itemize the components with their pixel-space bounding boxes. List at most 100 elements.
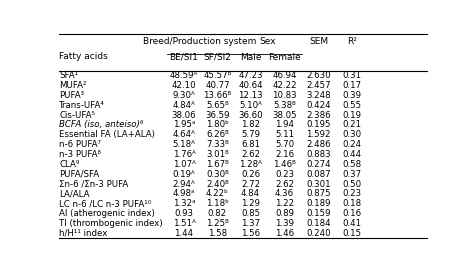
Text: LA/ALA: LA/ALA [59, 189, 90, 199]
Text: 3.248: 3.248 [306, 91, 331, 100]
Text: 1.22: 1.22 [275, 199, 294, 208]
Text: 4.84ᴬ: 4.84ᴬ [173, 101, 195, 110]
Text: 0.37: 0.37 [342, 170, 361, 179]
Text: 0.23: 0.23 [342, 189, 361, 199]
Text: 2.62: 2.62 [241, 150, 260, 159]
Text: SEM: SEM [309, 37, 328, 46]
Text: 0.19ᴬ: 0.19ᴬ [173, 170, 195, 179]
Text: MUFA²: MUFA² [59, 81, 87, 90]
Text: 1.28ᴬ: 1.28ᴬ [239, 160, 262, 169]
Text: 2.16: 2.16 [275, 150, 294, 159]
Text: 0.19: 0.19 [342, 111, 361, 119]
Text: 2.72: 2.72 [241, 180, 260, 189]
Text: 1.67ᴮ: 1.67ᴮ [206, 160, 229, 169]
Text: 1.18ᵇ: 1.18ᵇ [206, 199, 229, 208]
Text: Cis-UFA⁵: Cis-UFA⁵ [59, 111, 95, 119]
Text: 2.386: 2.386 [306, 111, 331, 119]
Text: 4.84: 4.84 [241, 189, 260, 199]
Text: 5.38ᴮ: 5.38ᴮ [273, 101, 296, 110]
Text: 0.21: 0.21 [342, 121, 361, 129]
Text: Sex: Sex [259, 37, 276, 46]
Text: 0.30: 0.30 [342, 130, 361, 139]
Text: 4.22ᵇ: 4.22ᵇ [206, 189, 229, 199]
Text: 36.59: 36.59 [205, 111, 229, 119]
Text: 1.25ᴮ: 1.25ᴮ [206, 219, 229, 228]
Text: Breed/Production system: Breed/Production system [143, 37, 256, 46]
Text: 5.65ᴮ: 5.65ᴮ [206, 101, 229, 110]
Text: 0.195: 0.195 [306, 121, 331, 129]
Text: Female: Female [268, 53, 301, 62]
Text: 5.79: 5.79 [241, 130, 260, 139]
Text: h/H¹¹ index: h/H¹¹ index [59, 229, 108, 238]
Text: 47.23: 47.23 [238, 71, 263, 80]
Text: 0.55: 0.55 [342, 101, 361, 110]
Text: 0.89: 0.89 [275, 209, 294, 218]
Text: PUFA/SFA: PUFA/SFA [59, 170, 100, 179]
Text: 0.18: 0.18 [342, 199, 361, 208]
Text: 12.13: 12.13 [238, 91, 263, 100]
Text: 46.94: 46.94 [273, 71, 297, 80]
Text: 48.59ᴬ: 48.59ᴬ [170, 71, 198, 80]
Text: 1.76ᴬ: 1.76ᴬ [173, 150, 195, 159]
Text: 42.22: 42.22 [272, 81, 297, 90]
Text: 1.44: 1.44 [174, 229, 193, 238]
Text: Male: Male [240, 53, 261, 62]
Text: 1.46: 1.46 [275, 229, 294, 238]
Text: n-3 PUFA⁸: n-3 PUFA⁸ [59, 150, 101, 159]
Text: 4.98ᵃ: 4.98ᵃ [173, 189, 195, 199]
Text: BCFA (iso, anteiso)⁶: BCFA (iso, anteiso)⁶ [59, 121, 144, 129]
Text: 2.94ᴬ: 2.94ᴬ [173, 180, 195, 189]
Text: 1.51ᴬ: 1.51ᴬ [173, 219, 195, 228]
Text: 0.301: 0.301 [306, 180, 331, 189]
Text: 1.39: 1.39 [275, 219, 294, 228]
Text: 0.15: 0.15 [342, 229, 361, 238]
Text: 2.62: 2.62 [275, 180, 294, 189]
Text: 0.30ᴮ: 0.30ᴮ [206, 170, 229, 179]
Text: 1.56: 1.56 [241, 229, 260, 238]
Text: SF/SI2: SF/SI2 [203, 53, 231, 62]
Text: 5.70: 5.70 [275, 140, 294, 149]
Text: 0.26: 0.26 [241, 170, 260, 179]
Text: 36.60: 36.60 [238, 111, 263, 119]
Text: 1.592: 1.592 [306, 130, 331, 139]
Text: 13.66ᴮ: 13.66ᴮ [203, 91, 232, 100]
Text: 0.16: 0.16 [342, 209, 361, 218]
Text: 1.29: 1.29 [241, 199, 260, 208]
Text: 0.875: 0.875 [306, 189, 331, 199]
Text: 0.44: 0.44 [342, 150, 361, 159]
Text: 1.37: 1.37 [241, 219, 260, 228]
Text: 0.23: 0.23 [275, 170, 294, 179]
Text: 0.31: 0.31 [342, 71, 361, 80]
Text: 2.630: 2.630 [306, 71, 331, 80]
Text: 1.95ᵃ: 1.95ᵃ [173, 121, 195, 129]
Text: Essential FA (LA+ALA): Essential FA (LA+ALA) [59, 130, 155, 139]
Text: 5.18ᴬ: 5.18ᴬ [173, 140, 195, 149]
Text: LC n-6 /LC n-3 PUFA¹⁰: LC n-6 /LC n-3 PUFA¹⁰ [59, 199, 152, 208]
Text: 42.10: 42.10 [172, 81, 196, 90]
Text: 1.46ᴮ: 1.46ᴮ [273, 160, 296, 169]
Text: TI (thrombogenic index): TI (thrombogenic index) [59, 219, 163, 228]
Text: 0.184: 0.184 [306, 219, 331, 228]
Text: 9.30ᴬ: 9.30ᴬ [173, 91, 195, 100]
Text: 2.457: 2.457 [306, 81, 331, 90]
Text: 0.159: 0.159 [306, 209, 331, 218]
Text: 1.80ᵇ: 1.80ᵇ [206, 121, 229, 129]
Text: BE/SI1: BE/SI1 [170, 53, 199, 62]
Text: 6.26ᴮ: 6.26ᴮ [206, 130, 229, 139]
Text: 4.64ᴬ: 4.64ᴬ [173, 130, 195, 139]
Text: 1.58: 1.58 [208, 229, 227, 238]
Text: 7.33ᴮ: 7.33ᴮ [206, 140, 229, 149]
Text: 40.64: 40.64 [238, 81, 263, 90]
Text: CLA⁹: CLA⁹ [59, 160, 80, 169]
Text: 40.77: 40.77 [205, 81, 230, 90]
Text: 45.57ᴮ: 45.57ᴮ [203, 71, 232, 80]
Text: Trans-UFA⁴: Trans-UFA⁴ [59, 101, 105, 110]
Text: 1.32ᵃ: 1.32ᵃ [173, 199, 195, 208]
Text: 0.274: 0.274 [306, 160, 331, 169]
Text: 0.883: 0.883 [306, 150, 331, 159]
Text: SFA¹: SFA¹ [59, 71, 78, 80]
Text: 5.11: 5.11 [275, 130, 294, 139]
Text: PUFA³: PUFA³ [59, 91, 84, 100]
Text: 0.85: 0.85 [241, 209, 260, 218]
Text: 5.10ᴬ: 5.10ᴬ [239, 101, 262, 110]
